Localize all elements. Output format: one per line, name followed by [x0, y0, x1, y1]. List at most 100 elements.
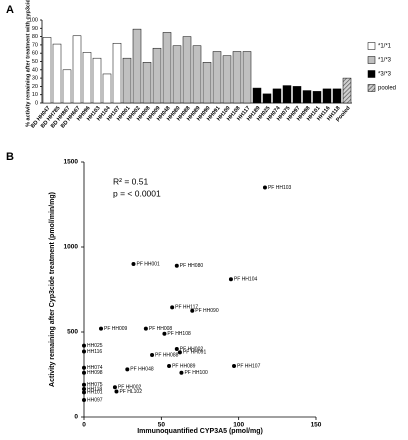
point-label: PF HH104: [234, 277, 258, 283]
bar: [222, 55, 232, 104]
panel-letter: A: [6, 4, 14, 16]
bar: [102, 73, 112, 104]
y-tick-label: 500: [67, 329, 78, 336]
bar: [152, 47, 162, 104]
point: [174, 263, 179, 268]
bar: [272, 88, 282, 104]
x-tick-label: 150: [311, 422, 322, 429]
point: [179, 370, 184, 375]
legend-swatch: [367, 42, 376, 50]
bar: [82, 52, 92, 104]
bar: [312, 91, 322, 104]
point-label: PF HH091: [183, 350, 207, 356]
bar: [212, 51, 222, 104]
point: [82, 370, 86, 375]
y-tick-label: 70: [32, 42, 38, 48]
point-label: PF HH009: [104, 326, 128, 332]
point-label: HH098: [87, 370, 103, 376]
point: [262, 185, 267, 190]
bar: [142, 62, 152, 104]
legend-label: *3/*3: [378, 72, 392, 78]
bar: [192, 45, 202, 104]
bar: [42, 37, 52, 104]
point: [82, 349, 86, 354]
y-tick-label: 30: [32, 76, 38, 82]
y-tick-label: 90: [32, 26, 38, 32]
point: [82, 343, 86, 348]
y-tick-label: 1000: [64, 244, 79, 251]
point-label: PF HH103: [268, 185, 292, 191]
point: [174, 347, 179, 351]
point: [114, 389, 119, 394]
bar: [72, 35, 82, 104]
point: [82, 386, 86, 391]
point: [228, 277, 233, 282]
legend-swatch: [367, 56, 376, 64]
y-tick-label: 0: [35, 100, 38, 106]
point: [150, 352, 155, 357]
x-tick-label: 50: [158, 422, 166, 429]
point: [82, 390, 86, 395]
bar: [252, 87, 262, 104]
point: [82, 382, 86, 387]
point: [232, 364, 237, 368]
annotation: p = < 0.0001: [113, 188, 161, 198]
bar: [232, 51, 242, 104]
bar: [282, 85, 292, 104]
point-label: PF HH107: [237, 363, 261, 369]
y-tick-label: 100: [29, 17, 38, 23]
point-label: PF HH002: [180, 346, 204, 352]
panel-letter: B: [6, 151, 14, 163]
legend-label: pooled: [378, 86, 396, 92]
point-label: HH097: [87, 397, 103, 403]
bar: [332, 88, 342, 104]
y-axis-label: % activity remaining after treatment wit…: [25, 0, 31, 127]
bar: [172, 45, 182, 104]
bar: [52, 43, 62, 104]
point: [162, 331, 167, 336]
point-label: PF HH001: [136, 261, 160, 267]
point-label: HH074: [87, 365, 103, 371]
point: [177, 350, 182, 355]
point-label: HH118: [87, 386, 102, 392]
bar: [182, 36, 192, 104]
x-axis-label: Immunoquantified CYP3A5 (pmol/mg): [137, 428, 263, 435]
point: [170, 305, 175, 310]
point-label: PF HH088: [155, 352, 179, 358]
x-tick-label: 0: [82, 422, 86, 429]
legend-label: *1/*1: [378, 44, 392, 50]
point: [82, 365, 86, 370]
bar: [162, 32, 172, 104]
point: [99, 326, 104, 331]
y-axis-label: Activity remaining after Cyp3cide treatm…: [49, 192, 56, 387]
y-tick-label: 40: [32, 67, 38, 73]
bar: [322, 88, 332, 104]
point-label: PF HH048: [130, 367, 154, 373]
point-label: PF HH100: [184, 370, 208, 376]
y-tick-label: 50: [32, 59, 38, 65]
point: [112, 385, 117, 390]
y-tick-label: 10: [32, 92, 38, 98]
bar: [302, 90, 312, 104]
legend-swatch: [367, 70, 376, 78]
bar: [132, 28, 142, 104]
point: [167, 364, 172, 368]
point-label: PF HL102: [119, 389, 142, 395]
y-tick-label: 80: [32, 34, 38, 40]
y-tick-label: 1500: [64, 159, 79, 166]
point-label: PF HH108: [167, 331, 191, 337]
point: [190, 308, 195, 313]
bar: [242, 51, 252, 104]
point-label: PF HH080: [180, 263, 204, 269]
point-label: PF HH089: [172, 363, 196, 369]
legend-label: *1/*3: [378, 58, 392, 64]
x-tick-label: 100: [233, 422, 244, 429]
bar: [202, 62, 212, 104]
bar: [292, 86, 302, 104]
legend-swatch: [367, 84, 376, 92]
bar: [122, 57, 132, 104]
point-label: PF HH008: [149, 326, 173, 332]
point: [143, 326, 148, 331]
